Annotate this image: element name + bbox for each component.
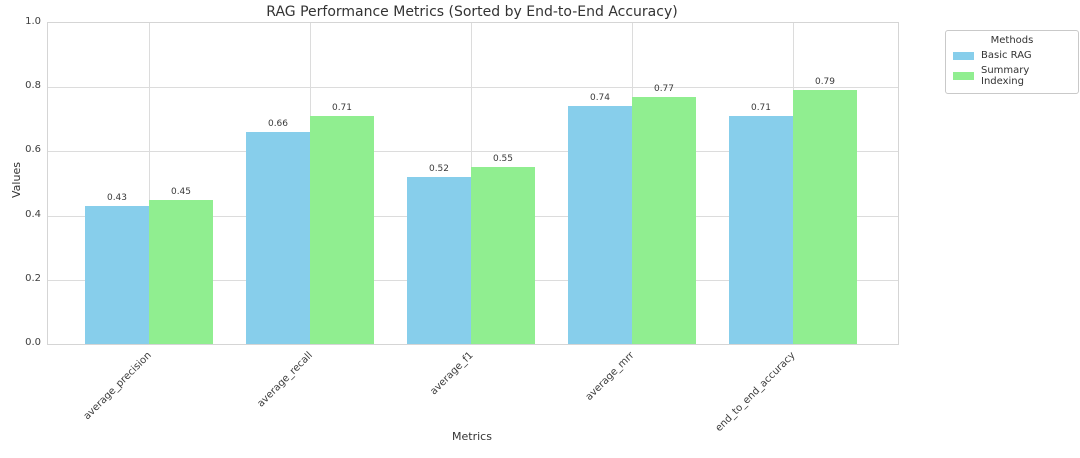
legend-item: Basic RAG — [953, 50, 1071, 61]
legend-items: Basic RAG Summary Indexing — [953, 50, 1071, 87]
bar — [407, 177, 471, 344]
legend-item: Summary Indexing — [953, 65, 1071, 87]
bar-value-label: 0.55 — [492, 154, 514, 165]
bar — [793, 90, 857, 344]
y-tick-label: 0.0 — [25, 337, 41, 348]
bar-value-label: 0.52 — [428, 164, 450, 175]
legend-title: Methods — [990, 35, 1034, 46]
bar-value-label: 0.74 — [589, 93, 611, 104]
y-tick-label: 0.4 — [25, 208, 41, 220]
x-tick-label: average_precision — [81, 350, 154, 423]
bar — [310, 116, 374, 344]
bar-value-label: 0.71 — [750, 103, 772, 114]
y-tick-label: 1.0 — [25, 16, 41, 27]
bar — [246, 132, 310, 344]
y-tick-label: 0.8 — [25, 80, 41, 92]
bar — [149, 199, 213, 344]
legend-swatch — [953, 51, 974, 60]
chart-title: RAG Performance Metrics (Sorted by End-t… — [266, 4, 678, 20]
legend-label: Basic RAG — [981, 50, 1032, 61]
bar-value-label: 0.45 — [170, 186, 192, 197]
bar — [568, 106, 632, 344]
x-tick-label: average_recall — [255, 350, 315, 410]
x-axis-label: Metrics — [452, 430, 492, 443]
bar — [471, 167, 535, 344]
bar-value-label: 0.66 — [267, 119, 289, 130]
gridline-horizontal — [48, 87, 898, 89]
bar-value-label: 0.71 — [331, 103, 353, 114]
y-tick-label: 0.2 — [25, 272, 41, 284]
x-tick-label: average_mrr — [583, 350, 637, 403]
bar-value-label: 0.79 — [814, 77, 836, 88]
bar — [632, 96, 696, 344]
plot-area: 0.43 0.66 0.52 0.74 0.71 0.45 0.71 0.55 0.77 0.79 — [47, 22, 899, 345]
x-tick-label: average_f1 — [428, 350, 476, 398]
legend-swatch — [953, 72, 974, 80]
bar-value-label: 0.77 — [653, 83, 675, 94]
legend-label: Summary Indexing — [981, 65, 1030, 87]
y-tick-label: 0.6 — [25, 144, 41, 156]
legend: Methods Basic RAG Summary Indexing — [945, 30, 1079, 94]
bar — [85, 205, 149, 344]
bar — [729, 116, 793, 344]
gridline-horizontal — [48, 151, 898, 153]
gridline-vertical — [149, 23, 150, 344]
bar-value-label: 0.43 — [106, 192, 128, 203]
y-axis-label: Values — [10, 162, 23, 198]
x-tick-label: end_to_end_accuracy — [713, 350, 798, 435]
